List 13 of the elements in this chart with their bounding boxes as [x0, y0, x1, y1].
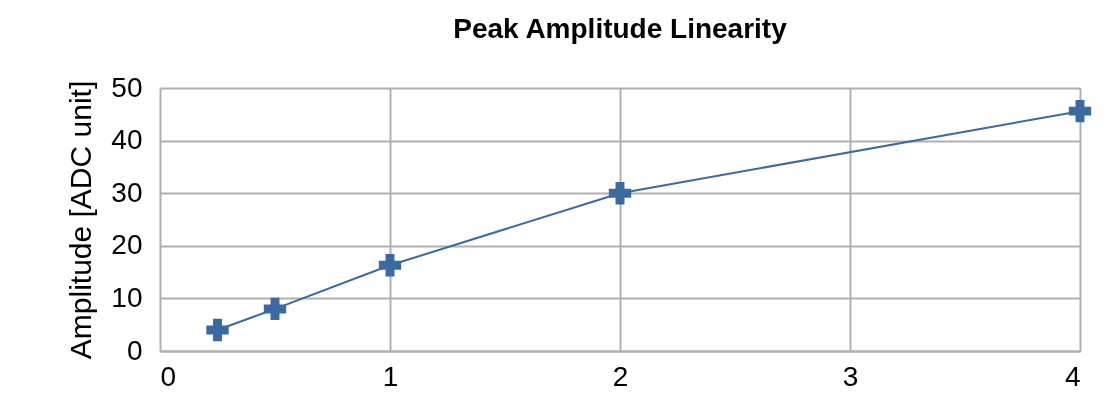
y-tick-label: 0: [126, 334, 143, 366]
x-tick-label: 2: [612, 360, 629, 392]
y-tick-label: 50: [111, 71, 143, 103]
x-tick-label: 1: [382, 360, 399, 392]
y-axis-title: Amplitude [ADC unit]: [64, 80, 98, 360]
y-tick-label: 30: [111, 176, 143, 208]
y-tick-label: 10: [111, 281, 143, 313]
x-tick-label: 0: [160, 360, 177, 392]
y-tick-label: 20: [111, 229, 143, 261]
chart-title: Peak Amplitude Linearity: [453, 13, 788, 44]
x-tick-label: 3: [842, 360, 859, 392]
x-tick-label: 4: [1064, 360, 1081, 392]
y-tick-label: 40: [111, 124, 143, 156]
